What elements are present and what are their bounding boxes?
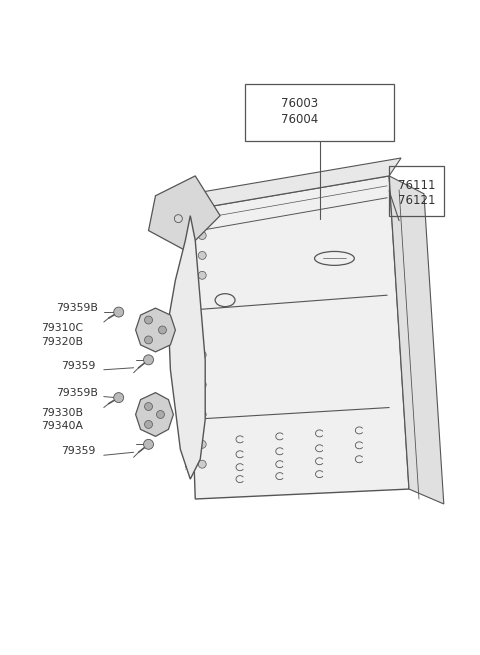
- Polygon shape: [148, 176, 220, 250]
- Circle shape: [198, 252, 206, 259]
- Text: 79359B: 79359B: [56, 303, 98, 313]
- Text: 79359: 79359: [61, 361, 96, 371]
- Circle shape: [144, 403, 153, 411]
- Polygon shape: [136, 308, 175, 352]
- Text: 79330B: 79330B: [41, 407, 83, 417]
- Circle shape: [144, 355, 154, 365]
- Circle shape: [198, 411, 206, 419]
- Bar: [245, 84, 394, 141]
- Circle shape: [144, 421, 153, 428]
- Text: 79310C: 79310C: [41, 323, 84, 333]
- Circle shape: [198, 351, 206, 359]
- Text: 76121: 76121: [398, 195, 436, 207]
- Circle shape: [114, 392, 124, 403]
- Text: 79320B: 79320B: [41, 337, 83, 347]
- Text: 76003: 76003: [281, 97, 318, 110]
- Polygon shape: [185, 176, 409, 499]
- Circle shape: [198, 271, 206, 279]
- Text: 79359: 79359: [61, 446, 96, 457]
- Circle shape: [198, 232, 206, 240]
- Circle shape: [156, 411, 165, 419]
- Text: 76111: 76111: [398, 179, 436, 193]
- Text: 79359B: 79359B: [56, 388, 98, 398]
- Bar: [389, 166, 444, 215]
- Circle shape: [144, 336, 153, 344]
- Polygon shape: [168, 215, 205, 479]
- Circle shape: [144, 440, 154, 449]
- Circle shape: [198, 381, 206, 388]
- Circle shape: [198, 440, 206, 448]
- Polygon shape: [389, 176, 444, 504]
- Circle shape: [158, 326, 167, 334]
- Circle shape: [198, 460, 206, 468]
- Circle shape: [114, 307, 124, 317]
- Polygon shape: [136, 392, 173, 436]
- Text: 76004: 76004: [281, 113, 318, 126]
- Text: 79340A: 79340A: [41, 421, 83, 432]
- Circle shape: [144, 316, 153, 324]
- Polygon shape: [185, 158, 401, 211]
